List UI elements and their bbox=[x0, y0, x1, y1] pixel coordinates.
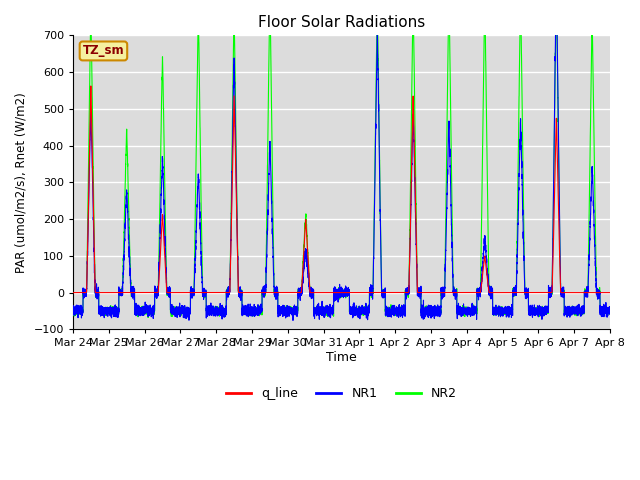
NR1 bbox=[584, 294, 591, 300]
q_line bbox=[606, 290, 614, 296]
q_line bbox=[477, 288, 484, 293]
q_line bbox=[462, 290, 470, 296]
NR2 bbox=[477, 264, 484, 270]
NR2 bbox=[606, 308, 614, 313]
NR2 bbox=[462, 307, 470, 313]
q_line bbox=[69, 290, 77, 296]
NR1 bbox=[252, 304, 259, 310]
Line: NR2: NR2 bbox=[73, 0, 610, 317]
NR2 bbox=[584, 289, 591, 295]
Line: q_line: q_line bbox=[73, 86, 610, 293]
Y-axis label: PAR (umol/m2/s), Rnet (W/m2): PAR (umol/m2/s), Rnet (W/m2) bbox=[15, 92, 28, 273]
NR1 bbox=[577, 308, 585, 314]
q_line bbox=[252, 290, 259, 296]
q_line bbox=[584, 290, 591, 296]
NR2 bbox=[144, 314, 152, 320]
NR2 bbox=[252, 308, 259, 313]
Title: Floor Solar Radiations: Floor Solar Radiations bbox=[258, 15, 425, 30]
NR2 bbox=[323, 309, 331, 314]
q_line bbox=[323, 290, 331, 296]
NR1 bbox=[289, 318, 297, 324]
NR1 bbox=[606, 306, 614, 312]
NR1 bbox=[323, 304, 331, 310]
NR1 bbox=[462, 309, 470, 315]
q_line bbox=[87, 83, 95, 89]
Legend: q_line, NR1, NR2: q_line, NR1, NR2 bbox=[221, 383, 462, 406]
NR2 bbox=[577, 308, 585, 314]
NR1 bbox=[477, 288, 484, 294]
q_line bbox=[577, 290, 585, 296]
NR1 bbox=[69, 305, 77, 311]
Text: TZ_sm: TZ_sm bbox=[83, 45, 124, 58]
Line: NR1: NR1 bbox=[73, 0, 610, 321]
X-axis label: Time: Time bbox=[326, 351, 357, 364]
NR2 bbox=[69, 309, 77, 315]
